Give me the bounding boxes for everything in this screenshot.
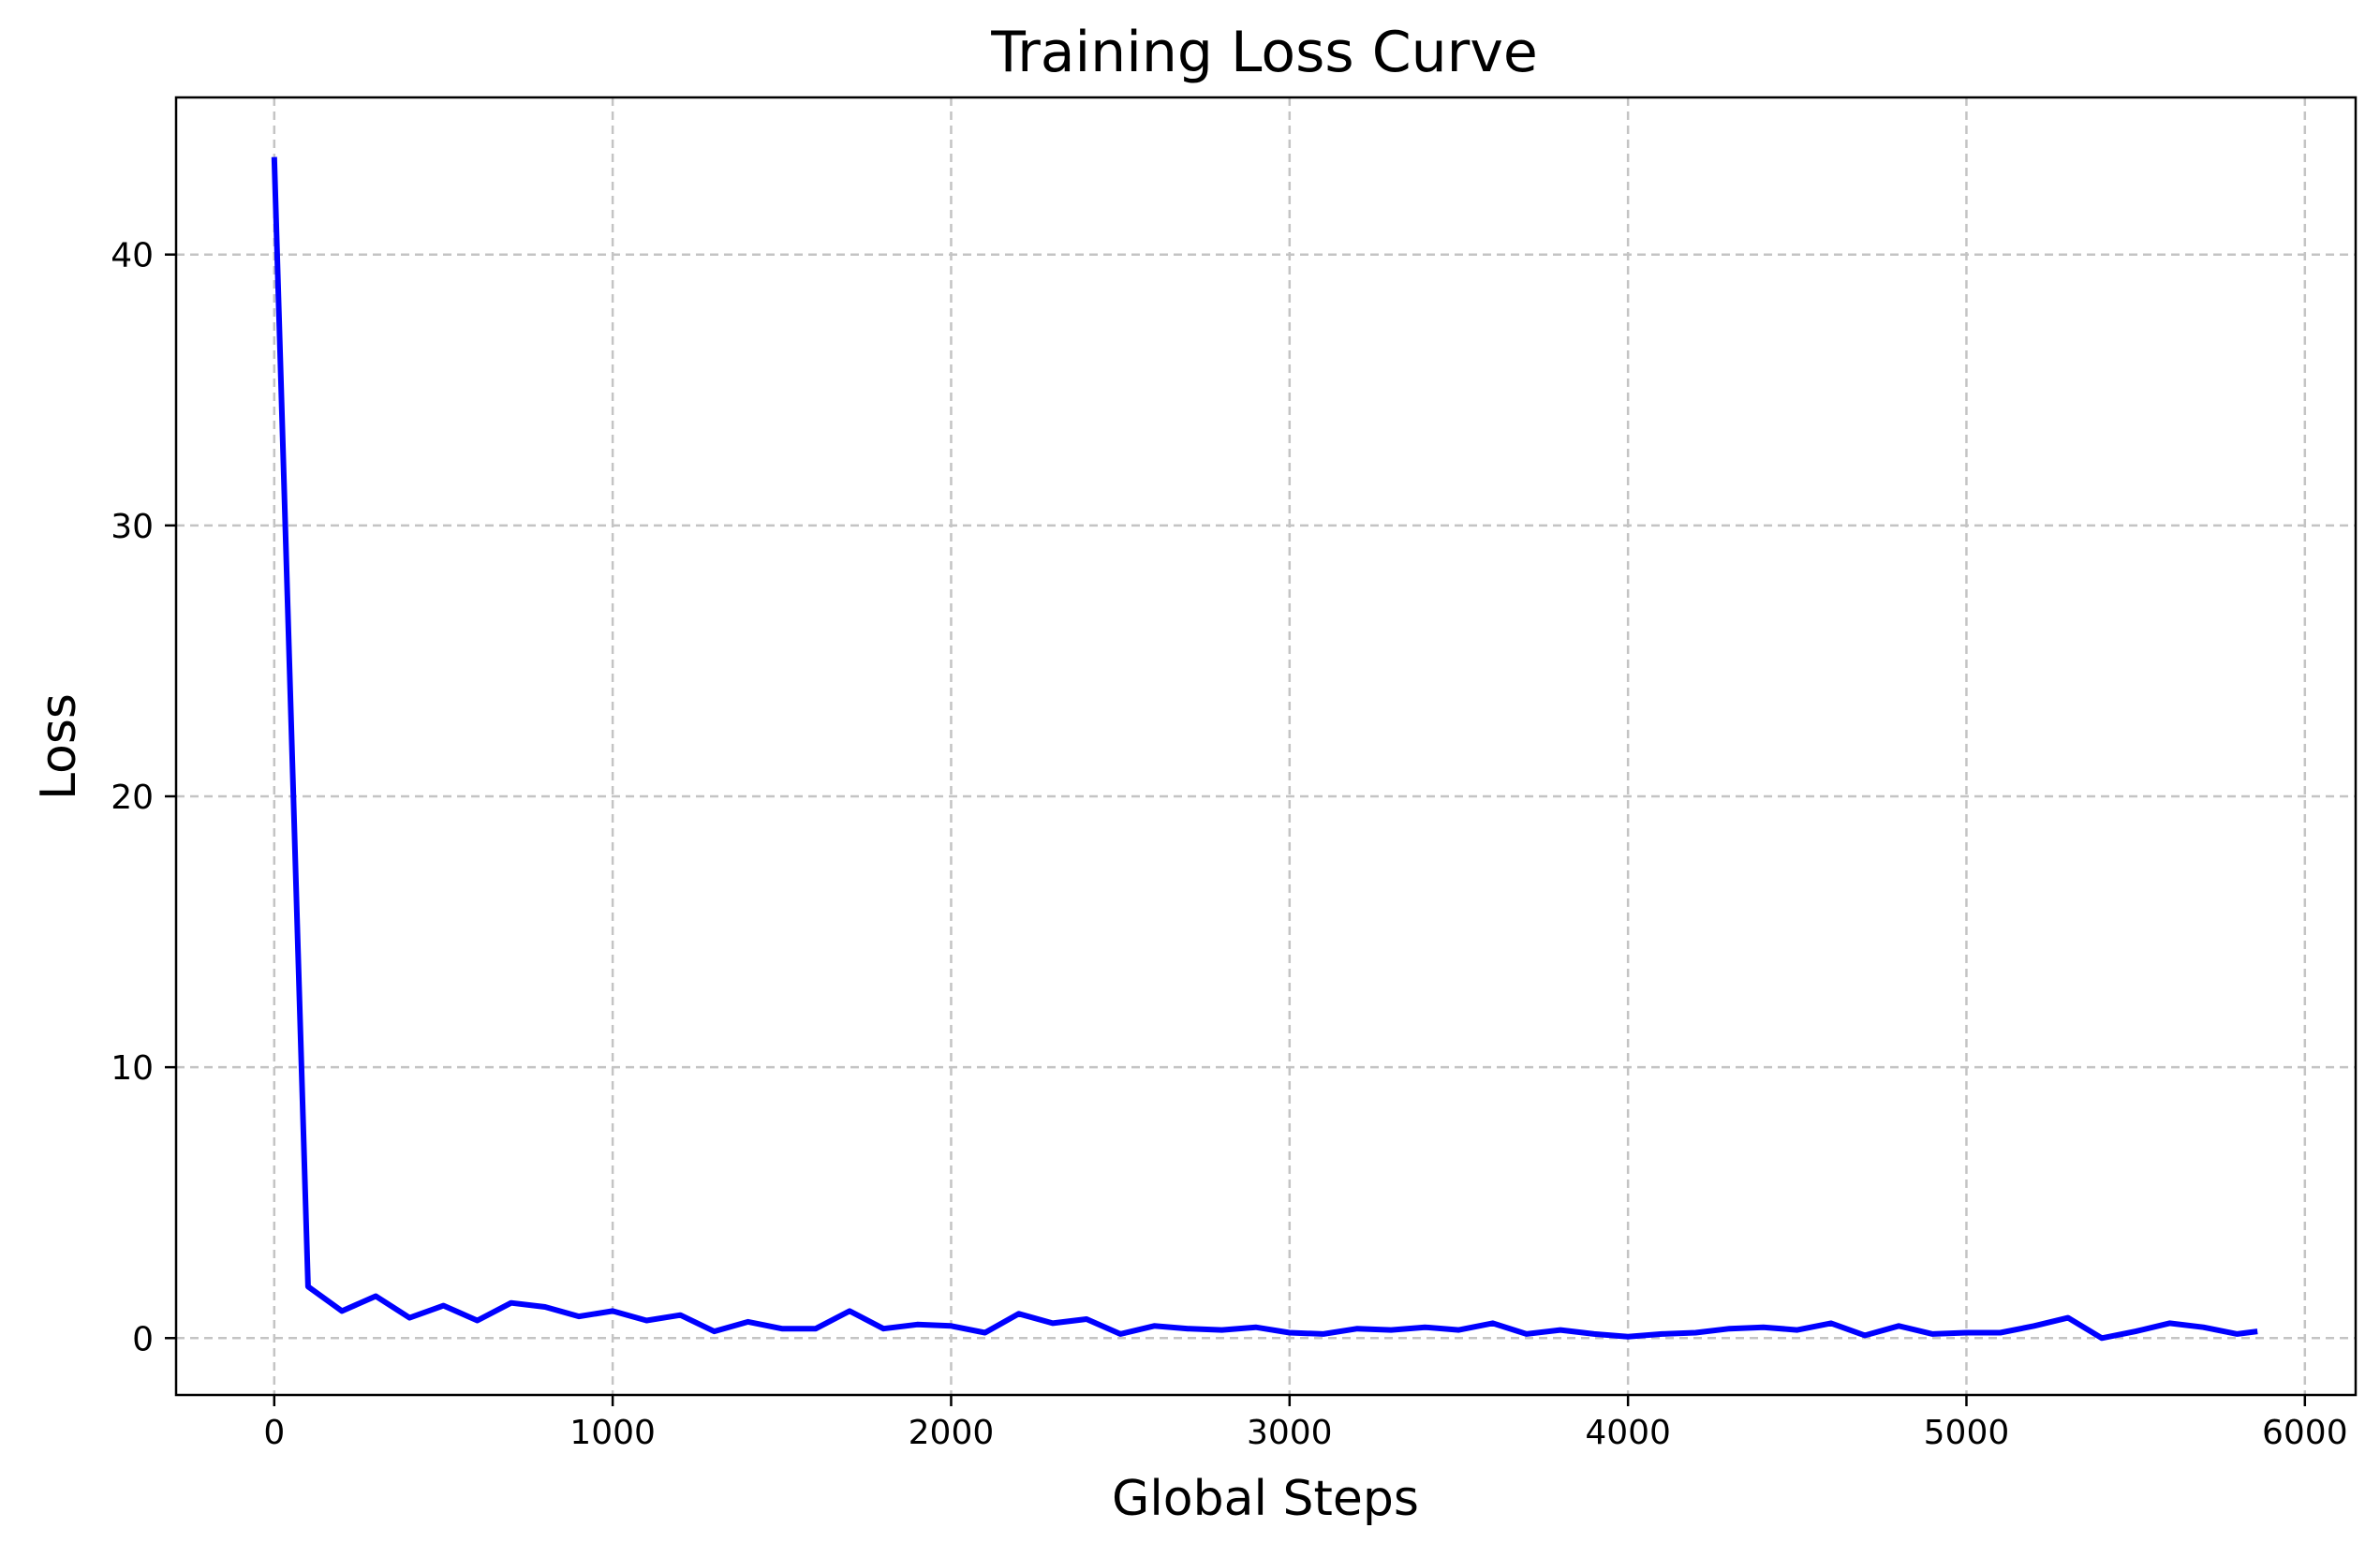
y-tick-label: 40 [111, 237, 154, 275]
x-tick-label: 5000 [1924, 1414, 2010, 1452]
plot-frame [174, 96, 2358, 1397]
loss-series-line [271, 156, 2258, 1342]
y-tick-label: 30 [111, 508, 154, 546]
x-tick-label: 2000 [909, 1414, 995, 1452]
y-axis-label: Loss [31, 693, 87, 800]
x-tick-label: 0 [263, 1414, 285, 1452]
y-tick-label: 20 [111, 779, 154, 817]
x-tick-label: 1000 [569, 1414, 656, 1452]
x-tick-label: 4000 [1585, 1414, 1671, 1452]
chart-title: Training Loss Curve [990, 20, 1538, 85]
y-tick-label: 10 [111, 1049, 154, 1088]
x-axis-label: Global Steps [1112, 1471, 1419, 1527]
axis-ticks: 0 1000 2000 3000 4000 5000 6000 0 10 20 30 40 [111, 237, 2347, 1452]
y-tick-label: 0 [132, 1320, 154, 1358]
x-tick-label: 6000 [2262, 1414, 2348, 1452]
data-layer [271, 156, 2258, 1342]
grid-lines [176, 97, 2356, 1395]
x-tick-label: 3000 [1247, 1414, 1333, 1452]
